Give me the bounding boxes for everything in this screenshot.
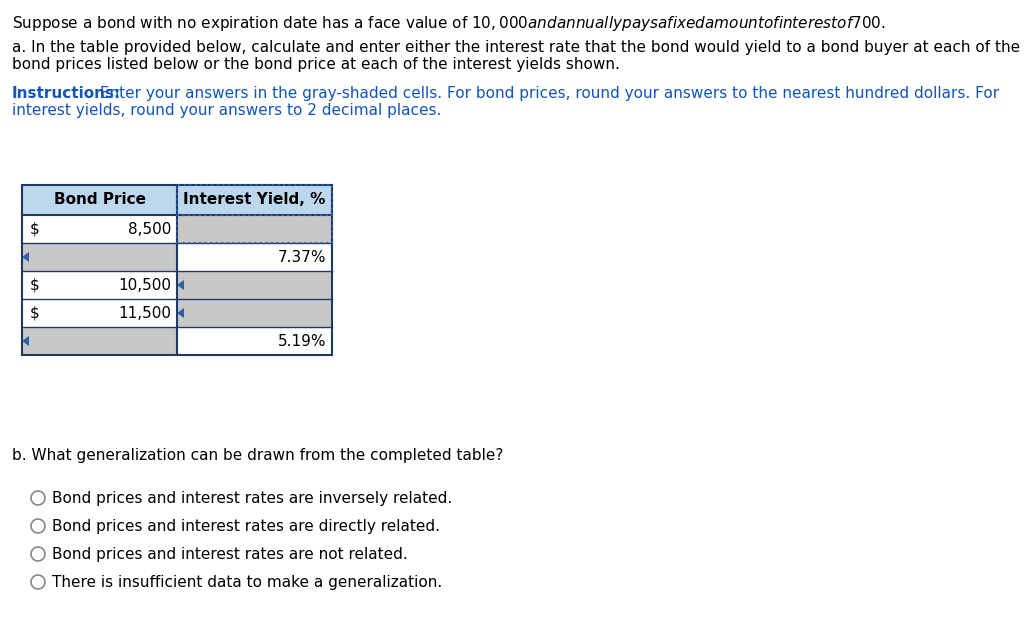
Bar	[177, 243, 332, 271]
Polygon shape	[22, 252, 29, 262]
Text: Interest Yield, %: Interest Yield, %	[183, 193, 326, 207]
Text: Suppose a bond with no expiration date has a face value of $10,000 and annually : Suppose a bond with no expiration date h…	[12, 14, 886, 33]
Bar	[177, 271, 332, 299]
Bar	[22, 185, 332, 355]
Bar	[177, 327, 332, 355]
Text: interest yields, round your answers to 2 decimal places.: interest yields, round your answers to 2…	[12, 103, 441, 118]
Text: a. In the table provided below, calculate and enter either the interest rate tha: a. In the table provided below, calculat…	[12, 40, 1020, 55]
Bar	[22, 327, 177, 355]
Bar	[22, 243, 177, 271]
Text: Bond prices and interest rates are inversely related.: Bond prices and interest rates are inver…	[52, 491, 453, 506]
Text: Bond prices and interest rates are not related.: Bond prices and interest rates are not r…	[52, 546, 408, 562]
Bar	[177, 215, 332, 243]
Bar	[22, 299, 177, 327]
Polygon shape	[22, 336, 29, 346]
Bar	[177, 185, 332, 215]
Text: Bond Price: Bond Price	[53, 193, 145, 207]
Bar	[22, 271, 177, 299]
Text: Bond prices and interest rates are directly related.: Bond prices and interest rates are direc…	[52, 518, 440, 533]
Bar	[177, 299, 332, 327]
Polygon shape	[177, 308, 184, 318]
Text: $: $	[30, 222, 40, 237]
Text: b. What generalization can be drawn from the completed table?: b. What generalization can be drawn from…	[12, 448, 504, 463]
Text: There is insufficient data to make a generalization.: There is insufficient data to make a gen…	[52, 575, 442, 590]
Text: 10,500: 10,500	[118, 277, 171, 292]
Text: bond prices listed below or the bond price at each of the interest yields shown.: bond prices listed below or the bond pri…	[12, 57, 620, 72]
Bar	[22, 185, 177, 215]
Text: $: $	[30, 277, 40, 292]
Polygon shape	[177, 280, 184, 290]
Text: 8,500: 8,500	[128, 222, 171, 237]
Text: Enter your answers in the gray-shaded cells. For bond prices, round your answers: Enter your answers in the gray-shaded ce…	[95, 86, 999, 101]
Text: 7.37%: 7.37%	[278, 250, 326, 265]
Bar	[177, 215, 332, 243]
Text: 5.19%: 5.19%	[278, 334, 326, 349]
Text: Instructions:: Instructions:	[12, 86, 121, 101]
Text: $: $	[30, 305, 40, 321]
Text: 11,500: 11,500	[118, 305, 171, 321]
Bar	[22, 215, 177, 243]
Bar	[177, 185, 332, 215]
